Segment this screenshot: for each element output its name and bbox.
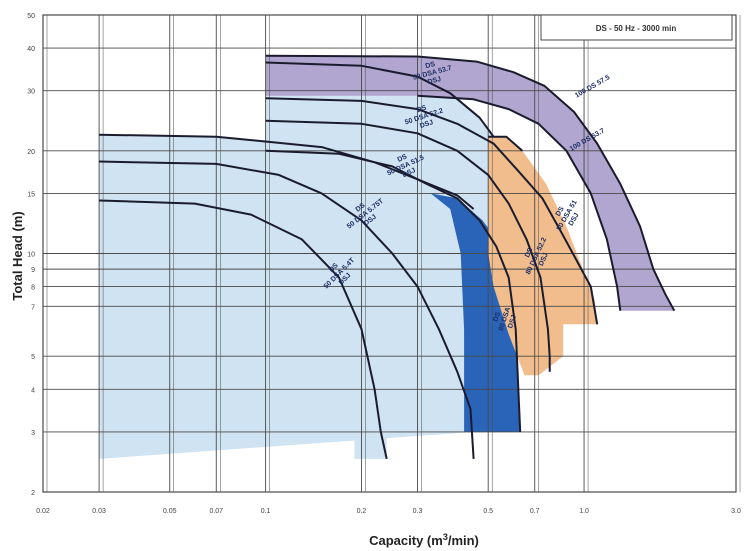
curve-label-line: DS: [396, 153, 408, 164]
curve-label-line: DS: [425, 61, 437, 70]
y-tick-label-0: 2: [31, 490, 35, 497]
curve-label-line: DSJ: [507, 314, 518, 329]
y-tick-label-2: 4: [31, 387, 35, 394]
x-axis-title: Capacity (m3/min): [369, 532, 479, 548]
y-tick-label-6: 9: [31, 267, 35, 274]
y-tick-label-9: 20: [27, 149, 35, 156]
y-tick-label-8: 15: [27, 191, 35, 198]
pump-curve-0: [99, 199, 388, 460]
pump-curve-4: [265, 97, 599, 325]
y-tick-label-7: 10: [27, 252, 35, 259]
x-tick-label-7: 0.5: [483, 508, 493, 515]
curve-label-line: DS: [416, 104, 428, 114]
x-tick-label-0: 0.02: [36, 508, 50, 515]
y-tick-label-5: 8: [31, 285, 35, 292]
tick-labels: 0.02 0.03 0.05 0.07 0.1 0.2 0.3 0.5 0.7 1.0 3.0 2 3 4…: [27, 13, 741, 515]
x-tick-label-2: 0.05: [163, 508, 177, 515]
pump-curve-3: [265, 119, 551, 372]
curve-label-line: DS: [524, 247, 535, 259]
curve-label-line: DSJ: [419, 119, 434, 130]
y-tick-label-3: 5: [31, 354, 35, 361]
curve-label-line: DS: [555, 205, 566, 217]
header-box: DS - 50 Hz - 3000 min: [540, 14, 733, 41]
x-tick-label-3: 0.07: [209, 508, 223, 515]
y-tick-label-4: 7: [31, 304, 35, 311]
pump-curve-9: [488, 135, 523, 152]
pump-curve-1: [99, 160, 475, 459]
pump-curves: [99, 54, 676, 460]
y-tick-label-12: 50: [27, 13, 35, 20]
region-light-1: [265, 62, 494, 432]
pump-curve-6: [265, 54, 676, 312]
y-axis-title: Total Head (m): [10, 211, 25, 300]
curve-label-line: DSJ: [427, 76, 442, 86]
curve-label-line: DS: [355, 202, 367, 214]
region-light-2: [354, 431, 387, 459]
x-axis-title-main: Capacity (m: [369, 533, 443, 548]
y-tick-label-10: 30: [27, 89, 35, 96]
x-tick-label-1: 0.03: [92, 508, 106, 515]
pump-curve-8: [265, 61, 495, 138]
coverage-regions: [99, 55, 675, 459]
x-tick-label-6: 0.3: [413, 508, 423, 515]
x-tick-label-8: 0.7: [530, 508, 540, 515]
curve-label-line: DS: [493, 311, 503, 323]
x-axis-title-sup: 3: [443, 532, 448, 542]
region-purple-5: [265, 55, 675, 311]
pump-curve-5: [417, 94, 622, 311]
x-tick-label-4: 0.1: [261, 508, 271, 515]
region-orange-4: [488, 136, 598, 376]
y-tick-label-11: 40: [27, 46, 35, 53]
x-tick-label-9: 1.0: [579, 508, 589, 515]
x-tick-label-5: 0.2: [357, 508, 367, 515]
pump-curve-7: [99, 133, 475, 210]
curve-label-5: DS80 DSA 51DSJ: [549, 195, 586, 236]
x-axis-title-tail: /min): [448, 533, 479, 548]
x-tick-label-10: 3.0: [731, 508, 741, 515]
y-tick-label-1: 3: [31, 430, 35, 437]
header-box-text: DS - 50 Hz - 3000 min: [596, 24, 677, 33]
